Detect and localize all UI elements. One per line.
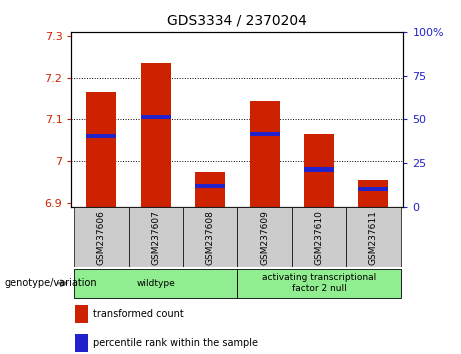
- Bar: [183, 207, 237, 267]
- Bar: [74, 207, 129, 267]
- Bar: [86, 134, 116, 138]
- Text: GSM237608: GSM237608: [206, 210, 215, 265]
- Text: GSM237611: GSM237611: [369, 210, 378, 265]
- Text: activating transcriptional
factor 2 null: activating transcriptional factor 2 null: [262, 274, 376, 293]
- Bar: [346, 207, 401, 267]
- Bar: [237, 269, 401, 297]
- Title: GDS3334 / 2370204: GDS3334 / 2370204: [167, 14, 307, 28]
- Bar: [75, 334, 88, 352]
- Text: GSM237609: GSM237609: [260, 210, 269, 265]
- Bar: [250, 101, 279, 207]
- Bar: [86, 92, 116, 207]
- Text: GSM237610: GSM237610: [314, 210, 324, 265]
- Bar: [195, 184, 225, 188]
- Bar: [237, 207, 292, 267]
- Bar: [304, 134, 334, 207]
- Bar: [359, 187, 389, 191]
- Text: percentile rank within the sample: percentile rank within the sample: [93, 338, 258, 348]
- Text: wildtype: wildtype: [136, 279, 175, 288]
- Text: GSM237607: GSM237607: [151, 210, 160, 265]
- Bar: [195, 172, 225, 207]
- Bar: [359, 180, 389, 207]
- Bar: [74, 269, 237, 297]
- Bar: [304, 167, 334, 172]
- Text: genotype/variation: genotype/variation: [5, 278, 97, 288]
- Bar: [250, 132, 279, 136]
- Text: GSM237606: GSM237606: [97, 210, 106, 265]
- Bar: [141, 63, 171, 207]
- Bar: [292, 207, 346, 267]
- Bar: [75, 305, 88, 323]
- Text: transformed count: transformed count: [93, 309, 184, 319]
- Bar: [141, 115, 171, 120]
- Bar: [129, 207, 183, 267]
